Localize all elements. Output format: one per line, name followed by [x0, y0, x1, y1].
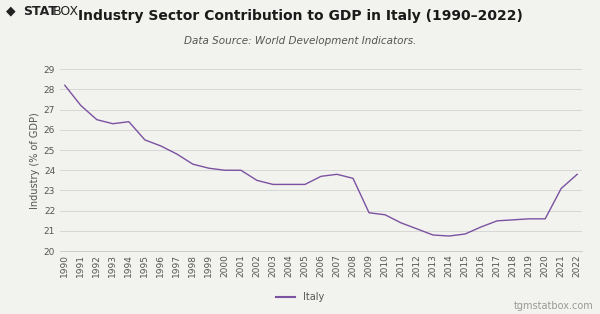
Y-axis label: Industry (% of GDP): Industry (% of GDP) [29, 112, 40, 208]
Legend: Italy: Italy [272, 288, 328, 306]
Text: STAT: STAT [23, 5, 56, 18]
Text: Industry Sector Contribution to GDP in Italy (1990–2022): Industry Sector Contribution to GDP in I… [77, 9, 523, 24]
Text: tgmstatbox.com: tgmstatbox.com [514, 301, 594, 311]
Text: Data Source: World Development Indicators.: Data Source: World Development Indicator… [184, 36, 416, 46]
Text: BOX: BOX [53, 5, 79, 18]
Text: ◆: ◆ [6, 5, 16, 18]
